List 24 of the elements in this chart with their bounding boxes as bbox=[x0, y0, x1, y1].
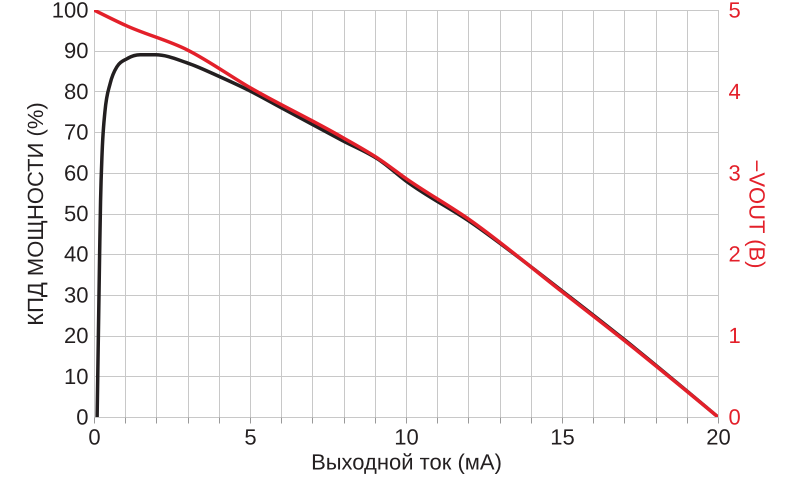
y-axis-title: КПД МОЩНОСТИ (%) bbox=[22, 102, 48, 326]
y-tick-label: 0 bbox=[76, 404, 88, 430]
y2-tick-label: 2 bbox=[728, 242, 741, 267]
y-tick-label: 40 bbox=[64, 242, 88, 267]
x-tick-label: 10 bbox=[394, 424, 419, 450]
y2-tick-label: 5 bbox=[728, 0, 741, 22]
y2-tick-label: 1 bbox=[728, 323, 741, 348]
y2-tick-label: 0 bbox=[728, 404, 741, 430]
y-tick-label: 80 bbox=[64, 78, 88, 104]
y-tick-label: 30 bbox=[64, 282, 88, 308]
y2-tick-label: 4 bbox=[728, 78, 741, 104]
x-axis-title: Выходной ток (мА) bbox=[311, 450, 502, 474]
y-tick-label: 70 bbox=[64, 120, 88, 145]
x-tick-label: 20 bbox=[706, 424, 731, 450]
y-tick-label: 90 bbox=[64, 38, 88, 64]
y-tick-label: 20 bbox=[64, 323, 88, 348]
y-tick-label: 60 bbox=[64, 160, 88, 186]
y-tick-label: 50 bbox=[64, 201, 88, 226]
y-tick-label: 10 bbox=[64, 364, 88, 389]
y2-tick-label: 3 bbox=[728, 160, 741, 186]
y-tick-label: 100 bbox=[52, 0, 88, 22]
x-tick-label: 15 bbox=[550, 424, 575, 450]
y2-axis-title: −VOUT (В) bbox=[744, 159, 770, 269]
x-tick-label: 5 bbox=[244, 424, 257, 450]
